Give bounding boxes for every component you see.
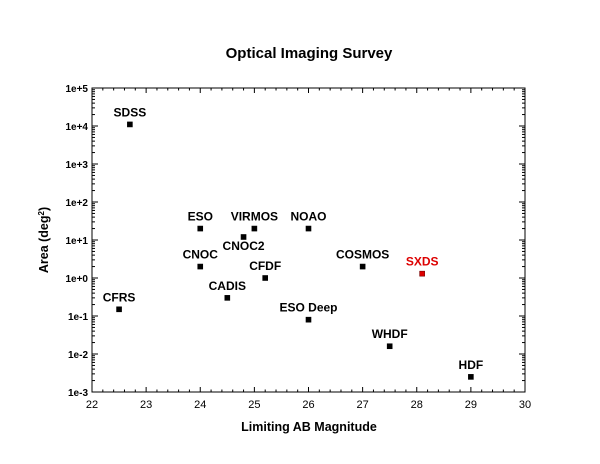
point-cosmos — [359, 263, 366, 270]
point-label-cosmos: COSMOS — [336, 248, 389, 262]
point-label-eso: ESO — [188, 210, 213, 224]
x-tick-label: 23 — [140, 399, 152, 411]
y-axis-label: Area (deg2) — [37, 207, 52, 273]
point-eso-deep — [305, 316, 312, 323]
y-tick-label: 1e+0 — [65, 274, 88, 285]
y-tick-label: 1e+5 — [65, 84, 88, 95]
y-tick-label: 1e+3 — [65, 160, 88, 171]
y-axis-label-prefix: Area (deg — [37, 215, 51, 273]
point-label-noao: NOAO — [291, 210, 327, 224]
plot-frame — [91, 87, 526, 393]
point-cnoc2 — [240, 234, 247, 240]
point-label-eso-deep: ESO Deep — [279, 301, 337, 315]
point-cnoc — [197, 263, 204, 270]
point-virmos — [251, 225, 258, 232]
point-label-whdf: WHDF — [372, 327, 408, 341]
point-cadis — [224, 295, 231, 301]
point-hdf — [468, 374, 474, 380]
y-axis: 1e+5 1e+4 1e+3 1e+2 1e+1 1e+0 1e-1 1e-2 1e-3 — [65, 84, 525, 399]
point-label-cfdf: CFDF — [249, 259, 281, 273]
data-points: SDSS CFRS ESO CNOC CADIS CNOC2 VIRMOS CFDF NOAO E… — [103, 105, 484, 380]
y-tick-label: 1e-3 — [68, 388, 88, 399]
x-tick-label: 26 — [302, 399, 314, 411]
point-label-cnoc2: CNOC2 — [223, 239, 265, 253]
x-tick-label: 25 — [248, 399, 260, 411]
point-noao — [305, 225, 312, 232]
y-axis-label-sup: 2 — [37, 210, 46, 215]
y-tick-label: 1e+4 — [65, 122, 88, 133]
point-label-virmos: VIRMOS — [231, 210, 278, 224]
x-tick-label: 29 — [465, 399, 477, 411]
x-tick-label: 30 — [519, 399, 531, 411]
point-label-sdss: SDSS — [114, 105, 147, 119]
point-whdf — [386, 343, 393, 350]
x-tick-label: 22 — [86, 399, 98, 411]
point-sxds — [419, 270, 425, 277]
x-axis: 22 23 24 25 26 27 28 29 30 — [86, 88, 531, 411]
point-cfdf — [262, 275, 269, 281]
point-label-sxds: SXDS — [406, 255, 439, 269]
point-sdss — [127, 121, 133, 128]
point-label-hdf: HDF — [459, 358, 484, 372]
y-tick-label: 1e+1 — [65, 236, 88, 247]
y-axis-label-suffix: ) — [37, 207, 51, 211]
point-label-cfrs: CFRS — [103, 290, 136, 304]
y-tick-label: 1e-1 — [68, 312, 88, 323]
point-label-cnoc: CNOC — [183, 248, 219, 262]
point-cfrs — [116, 306, 122, 313]
x-axis-label: Limiting AB Magnitude — [241, 420, 377, 434]
chart-title: Optical Imaging Survey — [226, 45, 393, 62]
point-label-cadis: CADIS — [209, 279, 246, 293]
y-tick-label: 1e+2 — [65, 198, 88, 209]
x-tick-label: 27 — [357, 399, 369, 411]
y-tick-label: 1e-2 — [68, 350, 88, 361]
point-eso — [197, 225, 204, 232]
x-tick-label: 24 — [194, 399, 206, 411]
x-tick-label: 28 — [411, 399, 423, 411]
